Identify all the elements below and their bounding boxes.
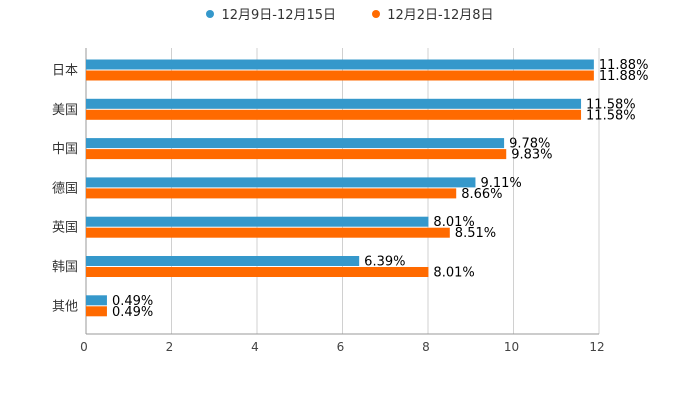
x-tick-label: 2 (166, 340, 174, 354)
bar-series-2 (86, 227, 450, 238)
data-label-series-1: 0.49% (112, 294, 153, 309)
legend-item-series-2[interactable]: 12月2日-12月8日 (372, 4, 494, 23)
data-label-series-2: 0.49% (112, 305, 153, 320)
x-tick-label: 6 (337, 340, 345, 354)
bar-series-1 (86, 59, 594, 70)
legend-label-series-2: 12月2日-12月8日 (387, 8, 494, 23)
category-label: 英国 (52, 221, 78, 236)
bar-series-1 (86, 98, 582, 109)
category-label: 其他 (52, 299, 78, 314)
x-tick-label: 8 (422, 340, 430, 354)
legend-label-series-1: 12月9日-12月15日 (221, 8, 337, 23)
bar-series-2 (86, 306, 107, 317)
x-tick-label: 10 (504, 340, 519, 354)
bar-series-1 (86, 138, 505, 149)
bar-series-2 (86, 188, 457, 199)
category-label: 美国 (52, 103, 78, 118)
data-label-series-2: 8.01% (433, 266, 474, 281)
bar-series-2 (86, 149, 507, 160)
data-label-series-2: 8.51% (455, 226, 496, 241)
data-label-series-2: 8.66% (461, 187, 502, 202)
data-label-series-1: 8.01% (433, 215, 474, 230)
data-label-series-1: 11.58% (586, 97, 636, 112)
data-label-series-2: 11.88% (599, 69, 649, 84)
data-label-series-1: 9.78% (509, 137, 550, 152)
bar-series-2 (86, 109, 582, 120)
legend-dot-series-2 (372, 10, 381, 18)
legend-dot-series-1 (206, 10, 215, 18)
x-tick-label: 0 (80, 340, 88, 354)
data-label-series-2: 9.83% (511, 148, 552, 163)
category-label: 中国 (52, 142, 78, 157)
bar-series-1 (86, 256, 360, 266)
x-tick-label: 4 (251, 340, 259, 354)
data-label-series-1: 6.39% (364, 255, 405, 270)
legend-item-series-1[interactable]: 12月9日-12月15日 (206, 4, 336, 23)
category-label: 日本 (52, 64, 78, 79)
x-tick-label: 12 (589, 340, 604, 354)
bar-series-2 (86, 70, 594, 81)
bar-series-1 (86, 295, 107, 306)
chart-legend: 12月9日-12月15日 12月2日-12月8日 (0, 4, 700, 23)
bar-series-1 (86, 177, 476, 188)
data-label-series-2: 11.58% (586, 108, 636, 123)
category-label: 韩国 (52, 260, 78, 275)
category-label: 德国 (52, 181, 78, 196)
bar-series-2 (86, 267, 429, 277)
bar-series-1 (86, 216, 429, 227)
data-label-series-1: 11.88% (599, 58, 649, 73)
data-label-series-1: 9.11% (480, 176, 521, 191)
